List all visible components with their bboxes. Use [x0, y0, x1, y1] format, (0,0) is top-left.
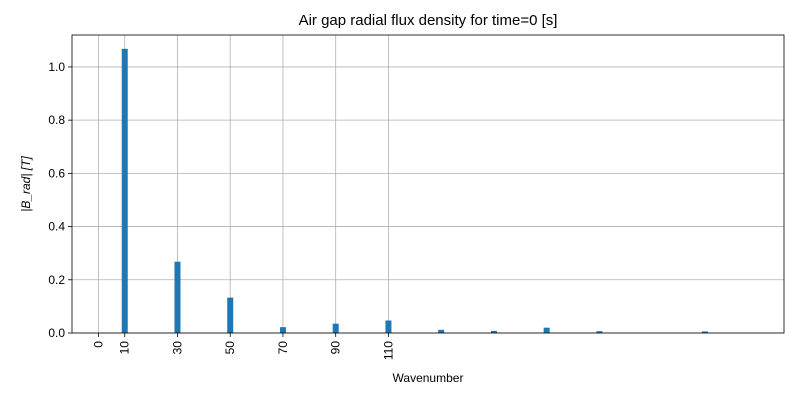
y-tick-label: 0.8	[48, 113, 65, 127]
bar	[385, 320, 392, 333]
bar	[332, 323, 339, 333]
y-tick-label: 1.0	[48, 60, 65, 74]
ticks-layer: 0 10 30 50 70 90 110 0.0 0.2 0.4 0.6 0.8 1.0	[48, 60, 395, 360]
y-tick-label: 0.2	[48, 273, 65, 287]
y-tick-label: 0.6	[48, 166, 65, 180]
y-tick-label: 0.0	[48, 326, 65, 340]
bar	[543, 327, 550, 333]
bar	[438, 329, 445, 333]
bar	[701, 331, 708, 333]
bar	[227, 297, 234, 333]
x-tick-label: 70	[276, 341, 290, 355]
y-tick-label: 0.4	[48, 220, 65, 234]
chart-title: Air gap radial flux density for time=0 […	[299, 12, 558, 29]
y-axis-label: |B_rad| [T]	[19, 156, 33, 212]
y-axis-label-text: |B_rad| [T]	[19, 156, 33, 212]
bar	[490, 330, 497, 333]
x-tick-label: 0	[91, 341, 105, 348]
x-tick-label: 30	[170, 341, 184, 355]
bar	[279, 327, 286, 333]
bar	[121, 48, 128, 333]
x-tick-label: 110	[381, 341, 395, 360]
grid-layer	[72, 35, 784, 334]
bar	[174, 261, 181, 333]
x-tick-label: 50	[223, 341, 237, 355]
x-tick-label: 10	[118, 341, 132, 355]
x-axis-label: Wavenumber	[393, 371, 464, 385]
bars-layer	[121, 48, 708, 333]
bar	[596, 331, 603, 333]
plot-frame	[71, 34, 785, 334]
x-tick-label: 90	[329, 341, 343, 355]
